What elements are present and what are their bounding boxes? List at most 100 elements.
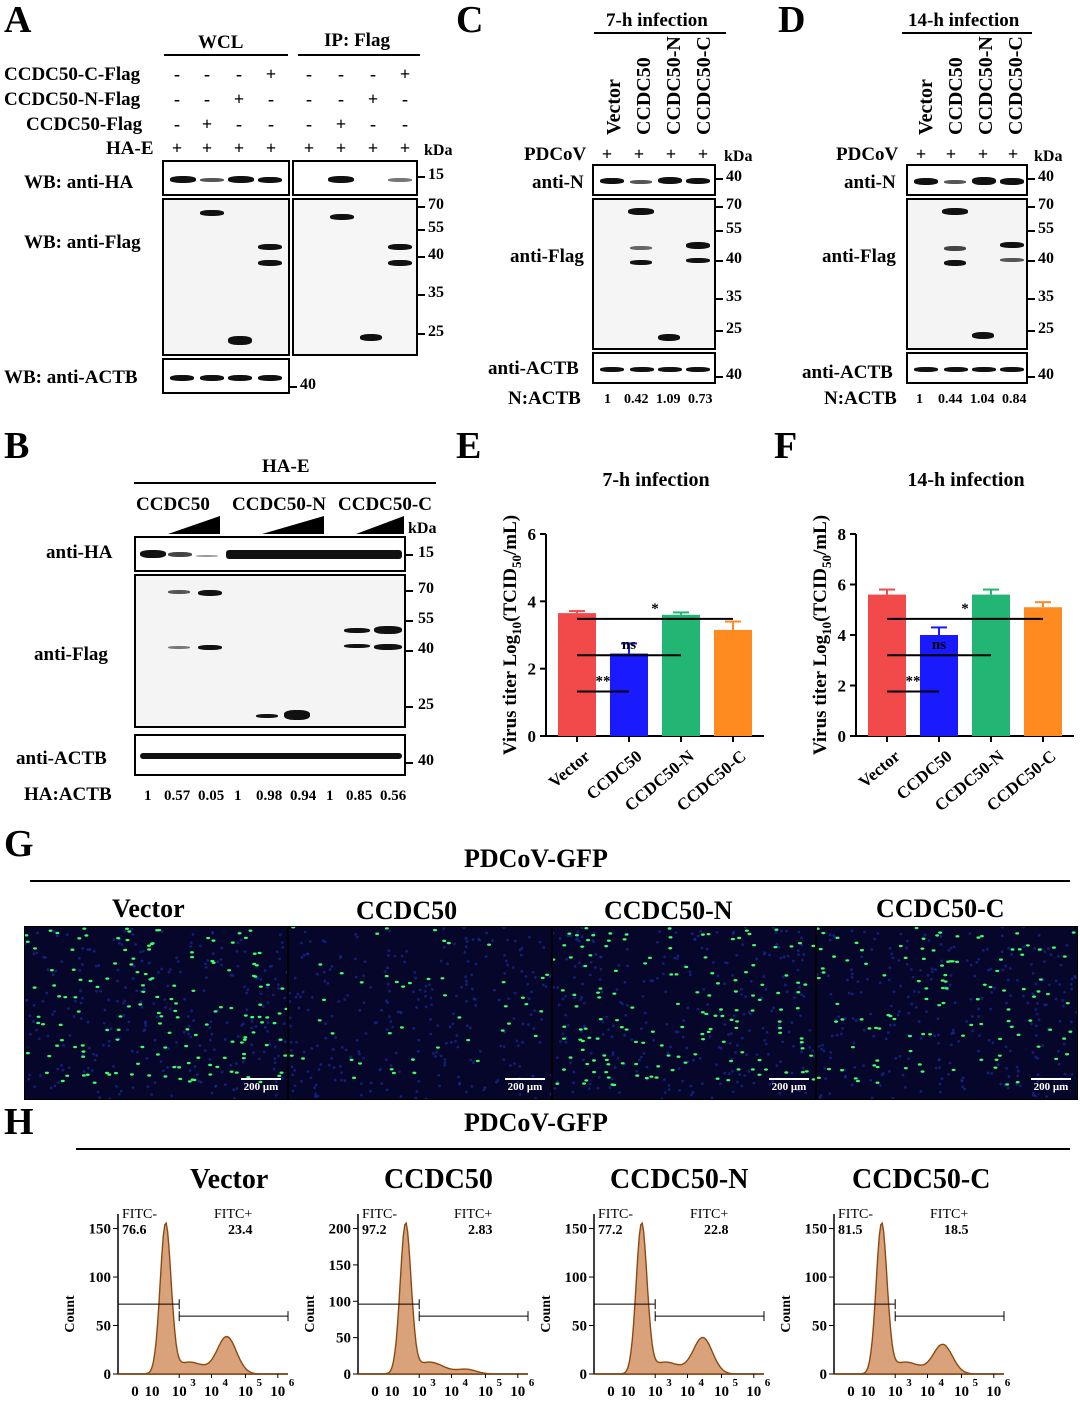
gfp-cell (779, 1008, 784, 1011)
gfp-cell (997, 1054, 1002, 1057)
gfp-cell (826, 1067, 831, 1071)
flow-x-tick-exponent: 4 (939, 1377, 945, 1389)
b-dose-triangles (168, 516, 404, 534)
gfp-cell (979, 1058, 984, 1061)
sign-r3-c2: + (233, 138, 245, 158)
gfp-cell (582, 1082, 587, 1085)
gfp-cell (656, 1065, 661, 1068)
b-actb-blot (134, 734, 406, 776)
gfp-cell (613, 969, 618, 973)
gfp-cell (562, 944, 567, 947)
gfp-cell (229, 1006, 234, 1010)
flow-x-tick-label: 10 (920, 1384, 935, 1400)
gfp-cell (173, 1009, 178, 1013)
gfp-cell (988, 985, 993, 989)
flow-y-tick-label: 150 (805, 1222, 828, 1238)
chart-title: 14-h infection (907, 469, 1024, 491)
a-marker-15: 15 (428, 166, 444, 183)
gfp-cell (580, 1048, 585, 1052)
gfp-cell (539, 1010, 544, 1013)
gfp-cell (384, 927, 389, 930)
sign-r2-c1: + (201, 114, 213, 134)
gfp-cell (115, 1038, 120, 1041)
gfp-cell (634, 1062, 639, 1066)
c-n-blot (592, 164, 716, 196)
gfp-cell (63, 995, 68, 999)
gfp-cell (875, 1059, 880, 1062)
sign-r3-c7: + (399, 138, 411, 158)
gfp-cell (715, 982, 720, 985)
gfp-cell (177, 1066, 182, 1069)
y-axis-label: Virus titer Log10(TCID50/mL) (810, 515, 834, 755)
gfp-cell (391, 1071, 396, 1075)
fitc-pos-label: FITC+ (930, 1207, 968, 1222)
flow-y-tick-label: 100 (805, 1270, 828, 1286)
gfp-cell (811, 1078, 815, 1081)
sign-r3-c3: + (265, 138, 277, 158)
gfp-cell (545, 973, 550, 976)
flow-x-tick-label: 10 (888, 1384, 903, 1400)
gfp-cell (835, 936, 840, 940)
gfp-cell (574, 934, 579, 937)
c-ratio-label: N:ACTB (508, 388, 581, 409)
gfp-cell (592, 1070, 597, 1074)
flow-y-tick-label: 100 (329, 1294, 352, 1310)
gfp-cell (140, 1045, 145, 1049)
flow-y-tick-label: 150 (329, 1258, 352, 1274)
flow-y-tick-label: 150 (89, 1222, 112, 1238)
gfp-cell (82, 927, 87, 930)
gfp-cell (57, 995, 62, 998)
gfp-cell (186, 1061, 191, 1065)
sign-r2-c5: + (335, 114, 347, 134)
gfp-cell (1062, 955, 1067, 958)
flow-x-tick-label: 10 (270, 1384, 285, 1400)
flow-histogram-ccdc50: Count 0 50 100 150 200 FITC-97.2 FITC+2.83 0 10 10… (303, 1207, 535, 1400)
g-title: PDCoV-GFP (464, 844, 608, 873)
flow-y-tick-label: 50 (572, 1319, 587, 1335)
gfp-cell (251, 974, 256, 978)
gfp-cell (583, 1027, 588, 1030)
flow-y-tick-label: 50 (812, 1319, 827, 1335)
sign-r3-c1: + (201, 138, 213, 158)
gfp-cell (163, 1075, 168, 1078)
gfp-cell (797, 941, 802, 945)
flow-histogram-curve (118, 1221, 288, 1375)
c-lane-ccdc50-c: CCDC50-C (693, 36, 715, 135)
gfp-cell (433, 928, 438, 932)
gfp-cell (389, 1068, 394, 1071)
gfp-cell (131, 957, 136, 960)
a-ip-ha-blot (292, 160, 418, 196)
gfp-cell (940, 986, 945, 990)
gfp-cell (412, 1071, 417, 1075)
gfp-cell (921, 937, 926, 940)
gfp-cell (938, 931, 943, 934)
flow-x-tick-label: 0 (847, 1384, 855, 1400)
flow-x-tick-exponent: 6 (529, 1377, 535, 1389)
gfp-cell (778, 1026, 783, 1030)
gfp-cell (701, 1037, 706, 1041)
gfp-cell (750, 1009, 755, 1012)
gfp-cell (800, 1070, 805, 1074)
gfp-cell (641, 1041, 646, 1044)
gfp-cell (125, 938, 130, 942)
gfp-cell (47, 1054, 52, 1058)
micrograph-ccdc50: 200 μm (288, 926, 552, 1100)
gfp-cell (234, 1071, 239, 1074)
bar-ccdc50-n (972, 594, 1010, 736)
gfp-cell (659, 1044, 664, 1047)
gfp-cell (239, 1041, 244, 1044)
gfp-cell (1025, 944, 1030, 947)
d-pdcov: PDCoV (836, 144, 899, 165)
gfp-cell (204, 1023, 209, 1026)
gfp-cell (704, 1012, 709, 1016)
flow-x-tick-exponent: 4 (463, 1377, 469, 1389)
gfp-cell (155, 1053, 160, 1056)
fitc-pos-value: 18.5 (944, 1223, 969, 1238)
gfp-cell (877, 1027, 882, 1030)
gfp-cell (243, 936, 248, 940)
sign-r1-c3: - (268, 89, 274, 109)
gfp-cell (921, 1032, 926, 1036)
y-tick-label-3: 6 (838, 576, 847, 595)
a-actb-blot (162, 358, 290, 394)
